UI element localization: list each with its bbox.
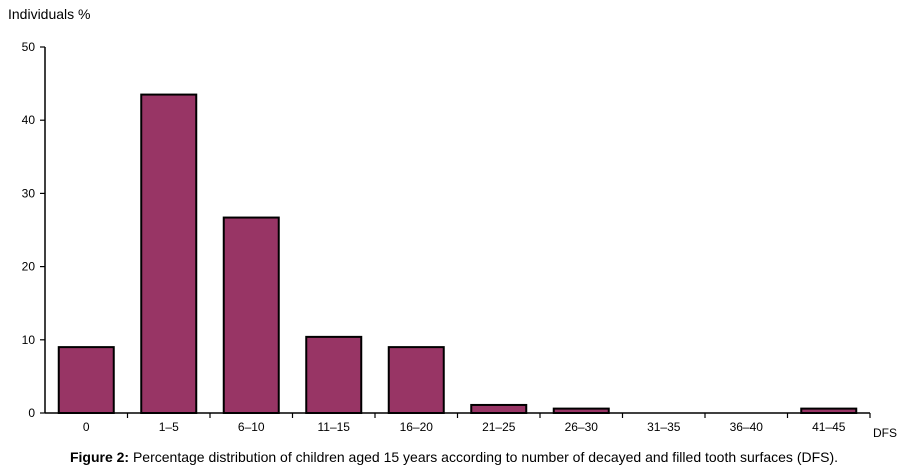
bar	[222, 216, 280, 414]
figure-caption: Figure 2: Percentage distribution of chi…	[0, 449, 908, 465]
caption-label: Figure 2:	[69, 449, 130, 465]
y-tick-label: 30	[22, 186, 36, 200]
y-axis-title: Individuals %	[8, 6, 91, 22]
y-tick-label: 10	[22, 333, 36, 347]
x-tick-label: 0	[83, 420, 90, 434]
x-tick-label: 16–20	[400, 420, 434, 434]
bar	[470, 403, 528, 414]
x-axis-title: DFS	[873, 426, 897, 440]
x-tick-label: 1–5	[159, 420, 179, 434]
bar-chart: Individuals % DFS 0 10 20 30 40 50 0 1–5 6–10 11–…	[8, 6, 897, 440]
bar	[387, 346, 445, 414]
x-tick-label: 11–15	[318, 420, 351, 434]
labels: 0 10 20 30 40 50 0 1–5 6–10 11–15 16–20 21–25 26–30 3…	[22, 40, 846, 434]
x-tick-label: 31–35	[647, 420, 681, 434]
x-tick-label: 41–45	[812, 420, 846, 434]
bar	[57, 346, 115, 414]
bar	[552, 407, 610, 415]
x-tick-label: 36–40	[730, 420, 764, 434]
y-tick-label: 0	[28, 406, 35, 420]
bar	[305, 335, 363, 415]
bars	[57, 93, 858, 415]
y-tick-label: 20	[22, 260, 36, 274]
bar	[800, 407, 858, 415]
x-tick-label: 6–10	[238, 420, 265, 434]
x-tick-label: 26–30	[565, 420, 599, 434]
x-tick-label: 21–25	[482, 420, 516, 434]
bar	[140, 93, 198, 415]
caption-text: Percentage distribution of children aged…	[132, 449, 839, 465]
y-tick-label: 50	[22, 40, 36, 54]
y-tick-label: 40	[22, 113, 36, 127]
